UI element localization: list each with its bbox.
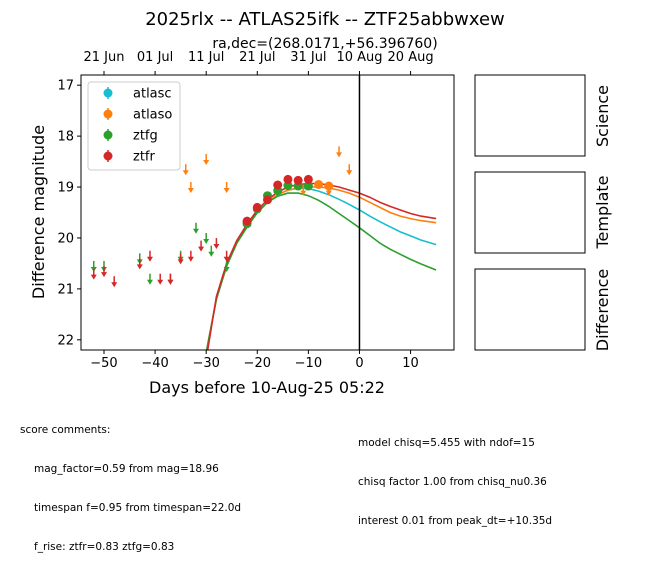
upper-limit-arrow-atlaso xyxy=(336,152,343,158)
x-tick-label: 10 xyxy=(402,356,419,371)
upper-limit-arrow-ztfg xyxy=(192,228,199,234)
x-tick-label: −20 xyxy=(244,356,271,371)
upper-limit-arrow-atlaso xyxy=(223,188,230,194)
upper-limit-arrow-ztfg xyxy=(146,279,153,285)
upper-limit-arrow-ztfg xyxy=(208,251,215,257)
legend-marker-atlaso xyxy=(103,109,113,119)
detection-ztfr xyxy=(293,175,303,185)
y-axis: 17 18 19 20 21 22 xyxy=(57,79,81,348)
science-label: Science xyxy=(593,85,612,147)
top-tick-label: 21 Jun xyxy=(83,50,124,65)
detection-ztfr xyxy=(273,180,283,190)
model-curves xyxy=(205,182,437,350)
top-tick-label: 21 Jul xyxy=(239,50,275,65)
upper-limit-arrow-ztfr xyxy=(167,279,174,285)
legend-label-atlaso: atlaso xyxy=(133,108,172,123)
score-comment-line: mag_factor=0.59 from mag=18.96 xyxy=(34,463,219,475)
legend-marker-ztfg xyxy=(103,130,113,140)
upper-limit-arrow-ztfr xyxy=(198,246,205,252)
difference-thumbnail xyxy=(474,268,586,351)
upper-limit-arrow-atlaso xyxy=(203,160,210,166)
score-comments: score comments: mag_factor=0.59 from mag… xyxy=(20,398,241,567)
plot-area: −50 −40 −30 −20 −10 0 10 17 18 19 20 21 22 21 Jun 01… xyxy=(57,50,455,371)
model-curve-ztfg xyxy=(205,192,437,350)
model-comment-line: interest 0.01 from peak_dt=+10.35d xyxy=(358,515,553,527)
light-curve-figure: 2025rlx -- ATLAS25ifk -- ZTF25abbwxew ra… xyxy=(29,9,612,397)
plot-frame xyxy=(80,74,455,351)
model-comment-line: model chisq=5.455 with ndof=15 xyxy=(358,437,535,449)
upper-limit-arrow-ztfr xyxy=(146,256,153,262)
upper-limit-arrow-atlaso xyxy=(182,170,189,176)
chart-subtitle: ra,dec=(268.0171,+56.396760) xyxy=(212,36,437,52)
detection-atlaso xyxy=(324,181,334,191)
upper-limit-arrow-atlaso xyxy=(346,170,353,176)
model-curve-atlasc xyxy=(205,187,437,350)
top-tick-label: 01 Jul xyxy=(137,50,173,65)
model-comments: model chisq=5.455 with ndof=15 chisq fac… xyxy=(358,411,552,541)
upper-limit-arrow-atlaso xyxy=(325,190,332,196)
thumbnail-panels: Science Template Difference xyxy=(474,74,612,351)
science-thumbnail xyxy=(474,74,586,157)
y-tick-label: 19 xyxy=(57,181,74,196)
upper-limit-arrow-ztfr xyxy=(157,279,164,285)
data-points xyxy=(90,146,353,288)
x-tick-label: −30 xyxy=(192,356,219,371)
x-axis-label: Days before 10-Aug-25 05:22 xyxy=(149,378,385,397)
template-thumbnail xyxy=(474,171,586,254)
upper-limit-arrow-ztfg xyxy=(203,238,210,244)
detection-ztfr xyxy=(283,174,293,184)
detection-ztfr xyxy=(303,174,313,184)
upper-limit-arrow-ztfr xyxy=(111,282,118,288)
upper-limit-arrow-atlaso xyxy=(300,190,307,196)
upper-limit-arrow-ztfr xyxy=(187,256,194,262)
template-label: Template xyxy=(593,175,612,249)
x-tick-label: 0 xyxy=(355,356,363,371)
detection-atlaso xyxy=(314,179,324,189)
x-tick-label: −10 xyxy=(295,356,322,371)
legend-frame xyxy=(87,81,181,171)
model-curve-atlaso xyxy=(205,186,437,350)
y-tick-label: 18 xyxy=(57,130,74,145)
legend-label-ztfr: ztfr xyxy=(133,150,155,165)
upper-limit-arrow-ztfr xyxy=(213,244,220,250)
upper-limit-arrow-ztfr xyxy=(90,274,97,280)
legend-marker-ztfr xyxy=(103,151,113,161)
top-tick-label: 31 Jul xyxy=(290,50,326,65)
model-curve-ztfr xyxy=(206,182,437,350)
upper-limit-arrow-atlaso xyxy=(187,188,194,194)
upper-limit-arrow-ztfg xyxy=(223,266,230,272)
top-tick-label: 20 Aug xyxy=(388,50,434,65)
legend-label-ztfg: ztfg xyxy=(133,129,158,144)
score-comment-line: timespan f=0.95 from timespan=22.0d xyxy=(34,502,242,514)
detection-ztfr xyxy=(263,195,272,205)
upper-limit-arrow-ztfr xyxy=(177,259,184,265)
detection-ztfr xyxy=(252,202,262,212)
legend-label-atlasc: atlasc xyxy=(133,87,172,102)
x-tick-label: −50 xyxy=(90,356,117,371)
top-tick-label: 10 Aug xyxy=(336,50,382,65)
x-axis: −50 −40 −30 −20 −10 0 10 xyxy=(90,350,419,371)
chart-title: 2025rlx -- ATLAS25ifk -- ZTF25abbwxew xyxy=(145,9,505,30)
y-axis-label: Difference magnitude xyxy=(29,125,48,299)
legend: atlasc atlaso ztfg ztfr xyxy=(87,81,181,171)
difference-label: Difference xyxy=(593,269,612,351)
detection-ztfg xyxy=(303,181,313,191)
detection-ztfr xyxy=(242,216,252,226)
x-tick-label: −40 xyxy=(141,356,168,371)
top-tick-label: 11 Jul xyxy=(188,50,224,65)
y-tick-label: 22 xyxy=(57,333,74,348)
upper-limit-arrow-ztfr xyxy=(136,264,143,270)
model-comment-line: chisq factor 1.00 from chisq_nu0.36 xyxy=(358,476,547,488)
score-comments-heading: score comments: xyxy=(20,424,111,436)
y-tick-label: 21 xyxy=(57,282,74,297)
top-date-axis: 21 Jun 01 Jul 11 Jul 21 Jul 31 Jul 10 Aug 20 A… xyxy=(83,50,434,75)
legend-marker-atlasc xyxy=(103,88,113,98)
upper-limit-arrow-ztfr xyxy=(100,272,107,278)
upper-limit-arrow-ztfr xyxy=(223,256,230,262)
y-tick-label: 20 xyxy=(57,231,74,246)
score-comment-line: f_rise: ztfr=0.83 ztfg=0.83 xyxy=(34,541,175,553)
y-tick-label: 17 xyxy=(57,79,74,94)
